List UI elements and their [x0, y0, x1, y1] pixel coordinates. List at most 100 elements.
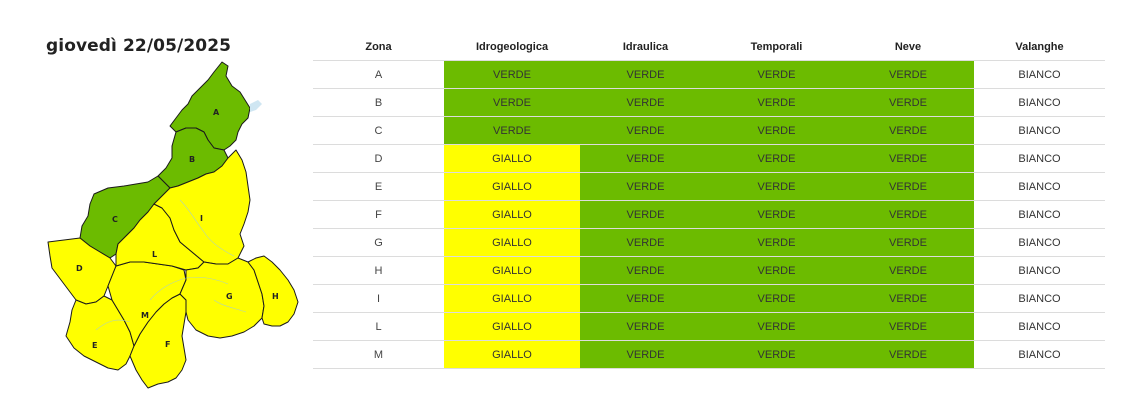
zone-cell: A	[313, 60, 444, 89]
neve-cell: VERDE	[842, 116, 974, 145]
column-header-neve: Neve	[842, 33, 974, 61]
idrogeologica-cell: VERDE	[444, 88, 580, 117]
idraulica-cell: VERDE	[580, 172, 711, 201]
valanghe-cell: BIANCO	[974, 256, 1105, 285]
table-row: C VERDE VERDE VERDE VERDE BIANCO	[313, 116, 1105, 145]
neve-cell: VERDE	[842, 312, 974, 341]
valanghe-cell: BIANCO	[974, 172, 1105, 201]
valanghe-cell: BIANCO	[974, 60, 1105, 89]
idrogeologica-cell: VERDE	[444, 60, 580, 89]
column-header-valanghe: Valanghe	[974, 33, 1105, 61]
map-label-C: C	[112, 215, 118, 224]
zone-cell: M	[313, 340, 444, 369]
map-label-L: L	[152, 250, 157, 259]
river-lines	[95, 199, 247, 331]
map-label-F: F	[165, 340, 170, 349]
valanghe-cell: BIANCO	[974, 284, 1105, 313]
valanghe-cell: BIANCO	[974, 200, 1105, 229]
temporali-cell: VERDE	[711, 284, 842, 313]
map-label-A: A	[213, 108, 220, 117]
piedmont-alert-map: A B C D E F G H I L M	[44, 58, 302, 394]
page-title: giovedì 22/05/2025	[46, 36, 232, 56]
column-header-idraulica: Idraulica	[580, 33, 711, 61]
neve-cell: VERDE	[842, 88, 974, 117]
alert-map-svg: A B C D E F G H I L M	[47, 61, 299, 389]
temporali-cell: VERDE	[711, 228, 842, 257]
table-header-row: Zona Idrogeologica Idraulica Temporali N…	[313, 33, 1105, 61]
idrogeologica-cell: GIALLO	[444, 144, 580, 173]
valanghe-cell: BIANCO	[974, 340, 1105, 369]
table-row: G GIALLO VERDE VERDE VERDE BIANCO	[313, 228, 1105, 257]
map-label-G: G	[226, 292, 233, 301]
map-label-D: D	[76, 264, 83, 273]
neve-cell: VERDE	[842, 60, 974, 89]
idrogeologica-cell: GIALLO	[444, 340, 580, 369]
temporali-cell: VERDE	[711, 312, 842, 341]
idraulica-cell: VERDE	[580, 88, 711, 117]
neve-cell: VERDE	[842, 172, 974, 201]
valanghe-cell: BIANCO	[974, 228, 1105, 257]
map-label-I: I	[200, 214, 203, 223]
temporali-cell: VERDE	[711, 200, 842, 229]
temporali-cell: VERDE	[711, 60, 842, 89]
map-zone-I[interactable]	[153, 149, 251, 265]
valanghe-cell: BIANCO	[974, 88, 1105, 117]
zone-cell: I	[313, 284, 444, 313]
temporali-cell: VERDE	[711, 172, 842, 201]
table-body: A VERDE VERDE VERDE VERDE BIANCO B VERDE…	[313, 60, 1105, 369]
idraulica-cell: VERDE	[580, 60, 711, 89]
table-row: L GIALLO VERDE VERDE VERDE BIANCO	[313, 312, 1105, 341]
map-label-M: M	[141, 311, 149, 320]
table-row: I GIALLO VERDE VERDE VERDE BIANCO	[313, 284, 1105, 313]
column-header-zona: Zona	[313, 33, 444, 61]
map-zone-E[interactable]	[65, 295, 135, 371]
idraulica-cell: VERDE	[580, 116, 711, 145]
temporali-cell: VERDE	[711, 256, 842, 285]
idraulica-cell: VERDE	[580, 284, 711, 313]
zone-cell: B	[313, 88, 444, 117]
idraulica-cell: VERDE	[580, 200, 711, 229]
column-header-idrogeologica: Idrogeologica	[444, 33, 580, 61]
map-zone-G[interactable]	[179, 257, 265, 339]
neve-cell: VERDE	[842, 228, 974, 257]
table-row: F GIALLO VERDE VERDE VERDE BIANCO	[313, 200, 1105, 229]
idrogeologica-cell: GIALLO	[444, 256, 580, 285]
idrogeologica-cell: GIALLO	[444, 172, 580, 201]
idraulica-cell: VERDE	[580, 228, 711, 257]
temporali-cell: VERDE	[711, 340, 842, 369]
zone-cell: E	[313, 172, 444, 201]
zone-cell: G	[313, 228, 444, 257]
idraulica-cell: VERDE	[580, 256, 711, 285]
idrogeologica-cell: GIALLO	[444, 200, 580, 229]
map-label-B: B	[189, 155, 195, 164]
alert-table: Zona Idrogeologica Idraulica Temporali N…	[313, 33, 1105, 369]
idraulica-cell: VERDE	[580, 144, 711, 173]
neve-cell: VERDE	[842, 284, 974, 313]
map-zone-H[interactable]	[247, 255, 299, 327]
table-row: A VERDE VERDE VERDE VERDE BIANCO	[313, 60, 1105, 89]
table-row: D GIALLO VERDE VERDE VERDE BIANCO	[313, 144, 1105, 173]
neve-cell: VERDE	[842, 200, 974, 229]
idrogeologica-cell: GIALLO	[444, 228, 580, 257]
neve-cell: VERDE	[842, 256, 974, 285]
map-label-H: H	[272, 292, 279, 301]
idrogeologica-cell: GIALLO	[444, 284, 580, 313]
temporali-cell: VERDE	[711, 144, 842, 173]
table-row: B VERDE VERDE VERDE VERDE BIANCO	[313, 88, 1105, 117]
zone-cell: H	[313, 256, 444, 285]
map-label-E: E	[92, 341, 97, 350]
lake-icon	[250, 100, 262, 112]
column-header-temporali: Temporali	[711, 33, 842, 61]
valanghe-cell: BIANCO	[974, 312, 1105, 341]
neve-cell: VERDE	[842, 340, 974, 369]
neve-cell: VERDE	[842, 144, 974, 173]
idrogeologica-cell: VERDE	[444, 116, 580, 145]
table-row: M GIALLO VERDE VERDE VERDE BIANCO	[313, 340, 1105, 369]
idraulica-cell: VERDE	[580, 312, 711, 341]
zone-cell: F	[313, 200, 444, 229]
table-row: H GIALLO VERDE VERDE VERDE BIANCO	[313, 256, 1105, 285]
zone-cell: D	[313, 144, 444, 173]
idrogeologica-cell: GIALLO	[444, 312, 580, 341]
table-row: E GIALLO VERDE VERDE VERDE BIANCO	[313, 172, 1105, 201]
temporali-cell: VERDE	[711, 116, 842, 145]
